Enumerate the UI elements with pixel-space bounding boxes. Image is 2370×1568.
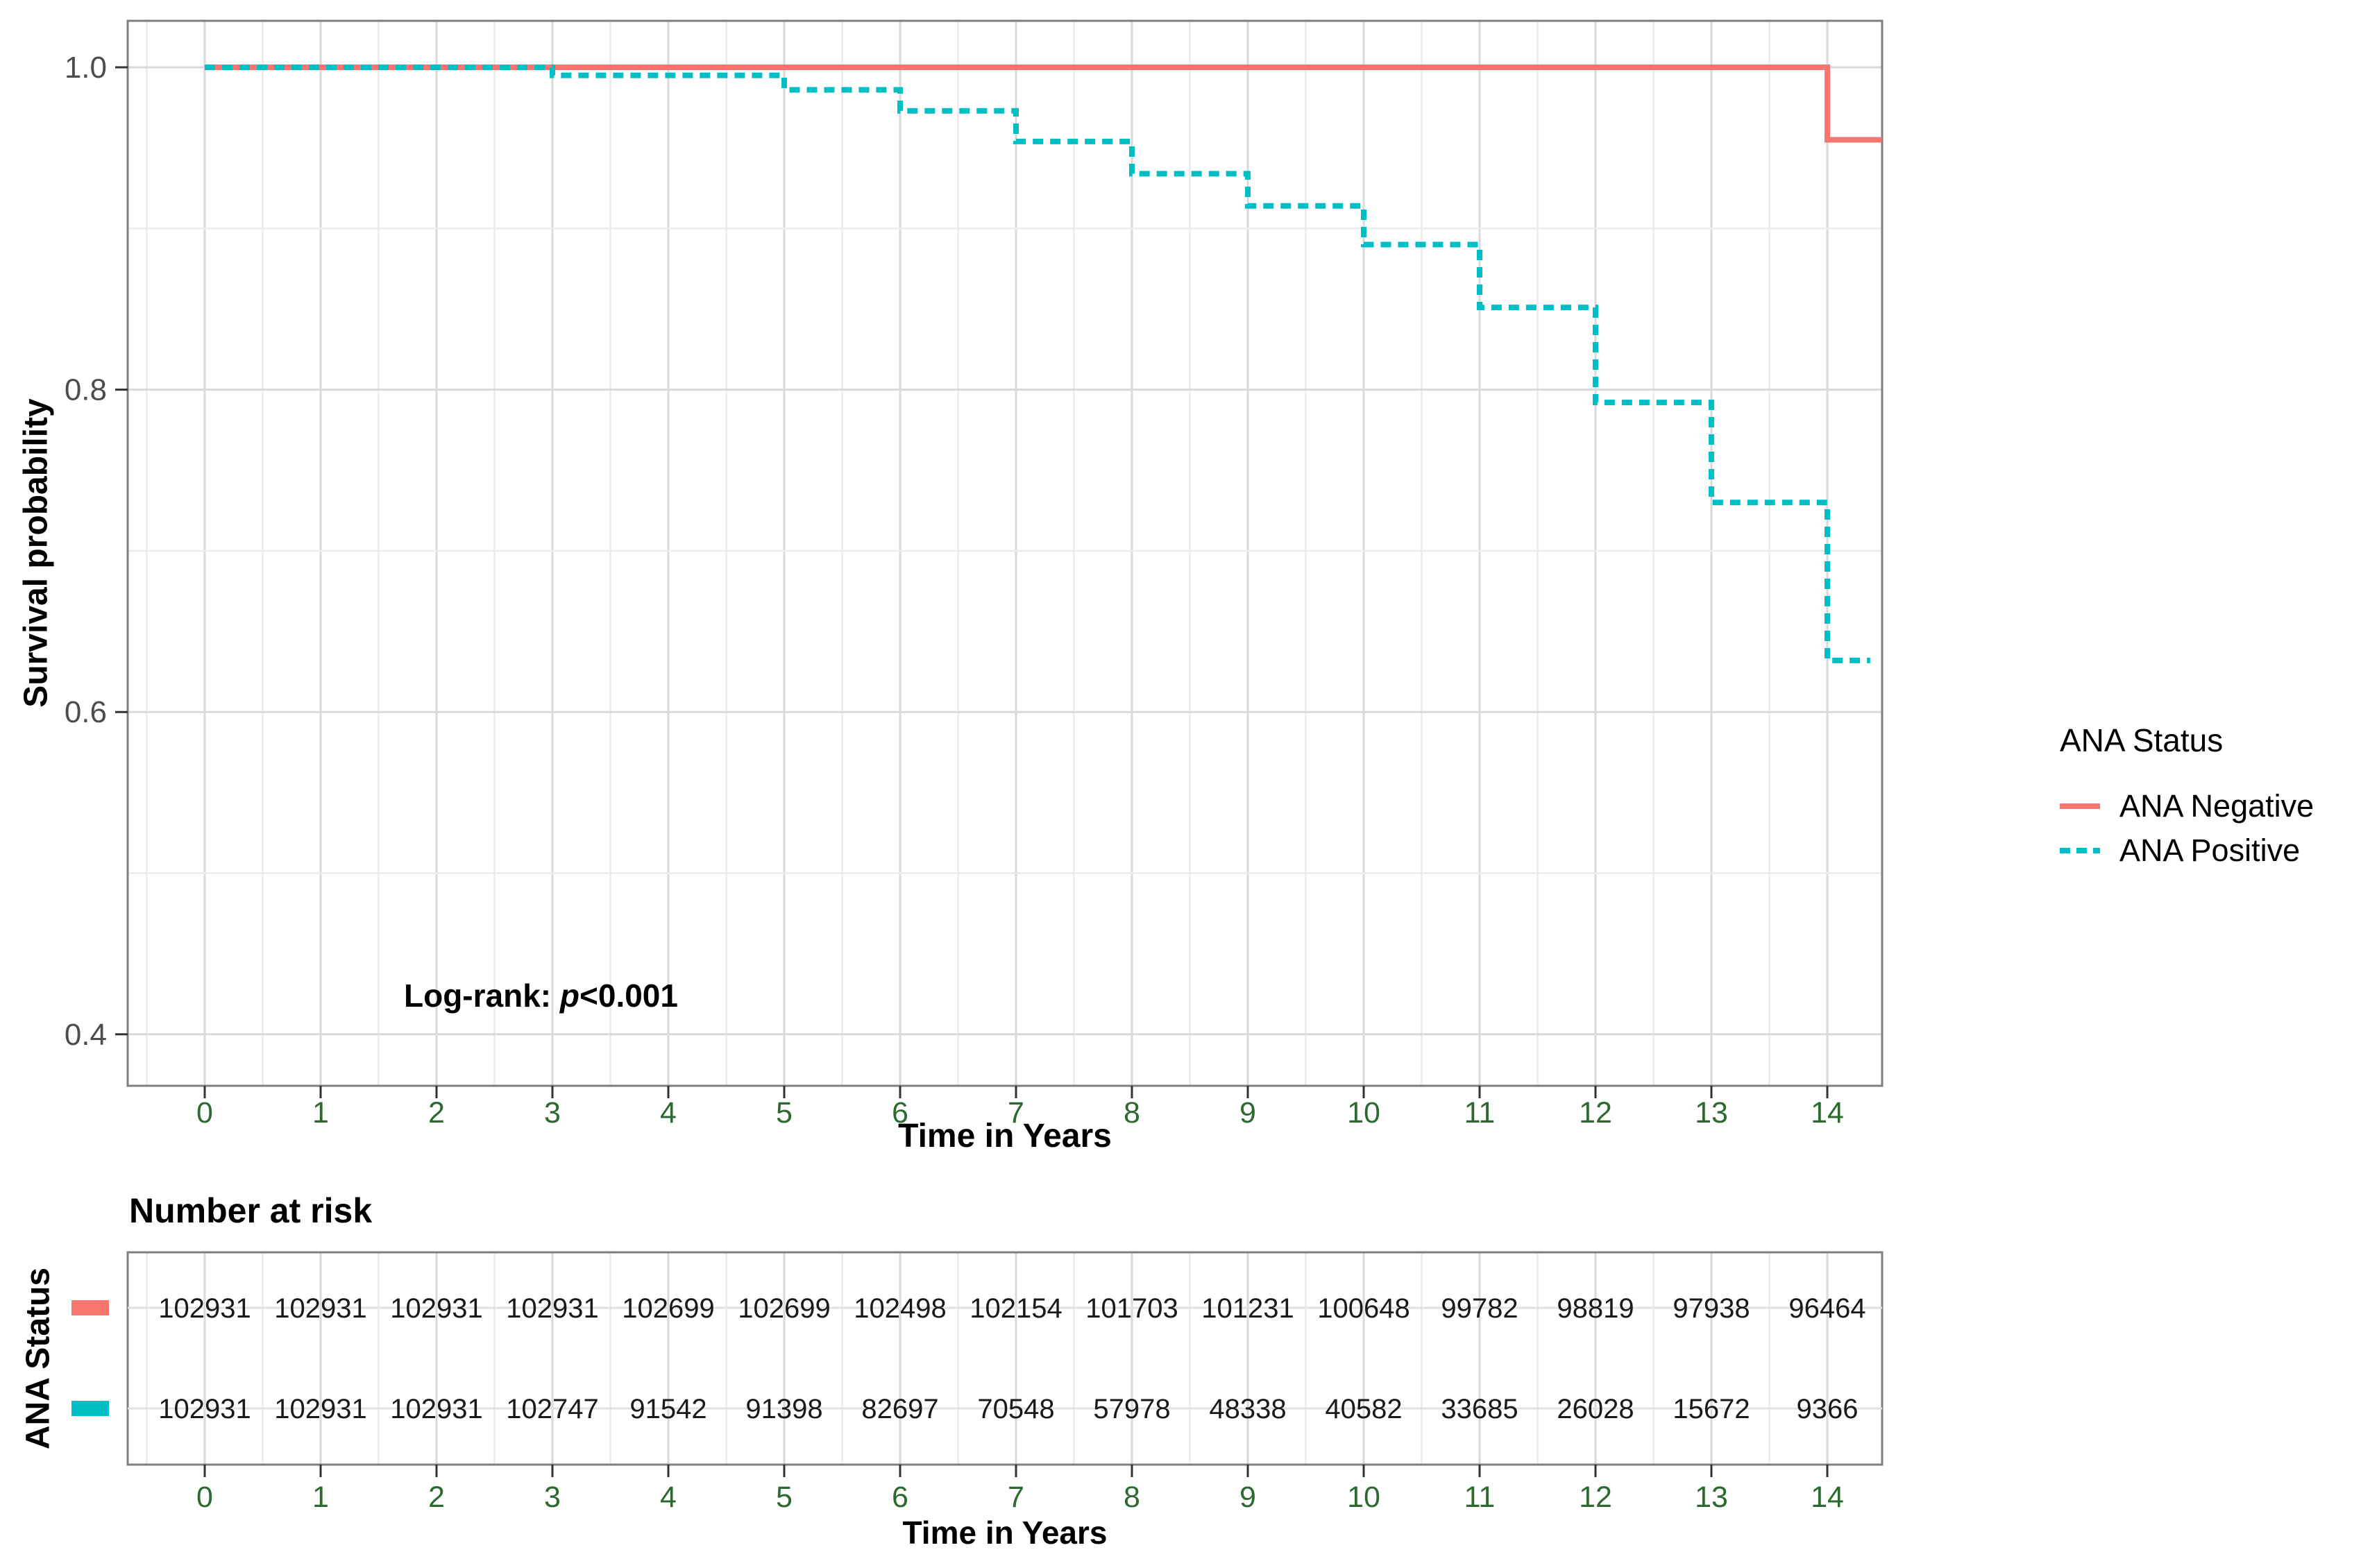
risk-row-swatch <box>71 1401 109 1416</box>
risk-value: 48338 <box>1209 1394 1286 1424</box>
risk-value: 102931 <box>158 1293 251 1324</box>
risk-value: 15672 <box>1673 1394 1750 1424</box>
risk-value: 102699 <box>738 1293 830 1324</box>
risk-value: 9366 <box>1797 1394 1859 1424</box>
y-tick-label: 0.8 <box>65 373 107 407</box>
legend-label-ana-positive: ANA Positive <box>2119 833 2301 868</box>
risk-row-swatch <box>71 1300 109 1315</box>
risk-x-tick-label: 10 <box>1347 1481 1380 1514</box>
legend-item-ana-positive: ANA Positive <box>2060 828 2314 873</box>
risk-value: 102931 <box>390 1394 482 1424</box>
risk-x-tick-label: 11 <box>1464 1481 1496 1514</box>
x-tick-label: 0 <box>196 1096 213 1130</box>
legend-label-ana-negative: ANA Negative <box>2119 788 2314 824</box>
risk-table: 102931 102931 102931 102931 102699 102699 1024… <box>71 1293 1882 1424</box>
risk-value: 102931 <box>274 1293 366 1324</box>
risk-x-tick-label: 14 <box>1811 1481 1844 1514</box>
logrank-p-symbol: p <box>559 978 579 1014</box>
logrank-prefix: Log-rank: <box>404 978 560 1014</box>
x-tick-label: 3 <box>544 1096 561 1130</box>
risk-table-title: Number at risk <box>129 1191 373 1230</box>
x-tick-label: 11 <box>1464 1096 1496 1130</box>
risk-table-y-axis-title: ANA Status <box>19 1267 57 1450</box>
risk-value: 70548 <box>977 1394 1054 1424</box>
risk-value: 40582 <box>1325 1394 1402 1424</box>
risk-value: 97938 <box>1673 1293 1750 1324</box>
risk-value: 102498 <box>854 1293 946 1324</box>
risk-x-tick-label: 12 <box>1579 1481 1612 1514</box>
risk-value: 99782 <box>1441 1293 1518 1324</box>
main-axes: 0 1 2 3 4 5 6 7 8 9 10 11 12 13 140.40.60.81.0 <box>65 51 1844 1130</box>
risk-x-tick-label: 5 <box>776 1481 793 1514</box>
risk-value: 26028 <box>1557 1394 1634 1424</box>
risk-value: 82697 <box>861 1394 938 1424</box>
risk-value: 57978 <box>1093 1394 1170 1424</box>
solid-line-icon <box>2060 803 2100 809</box>
x-tick-label: 10 <box>1347 1096 1380 1130</box>
x-axis-title-main: Time in Years <box>898 1118 1112 1154</box>
survival-curves <box>205 65 1882 663</box>
x-axis-title-risk: Time in Years <box>902 1515 1108 1551</box>
logrank-annotation: Log-rank: p<0.001 <box>404 977 678 1014</box>
risk-x-tick-label: 9 <box>1239 1481 1256 1514</box>
risk-axes: 0 1 2 3 4 5 6 7 8 9 10 11 12 13 14 <box>196 1465 1844 1514</box>
x-tick-label: 5 <box>776 1096 793 1130</box>
risk-value: 102931 <box>506 1293 598 1324</box>
risk-value: 102931 <box>158 1394 251 1424</box>
risk-x-tick-label: 7 <box>1008 1481 1024 1514</box>
y-tick-label: 1.0 <box>65 51 107 85</box>
curve-ana-negative <box>205 65 1882 143</box>
legend-title: ANA Status <box>2060 722 2224 758</box>
x-tick-label: 8 <box>1124 1096 1140 1130</box>
x-tick-label: 14 <box>1811 1096 1844 1130</box>
risk-value: 96464 <box>1788 1293 1865 1324</box>
y-tick-label: 0.4 <box>65 1018 107 1052</box>
panel-grid <box>146 1252 1829 1465</box>
risk-value: 100648 <box>1317 1293 1410 1324</box>
x-tick-label: 4 <box>660 1096 677 1130</box>
risk-value: 102931 <box>390 1293 482 1324</box>
logrank-suffix: <0.001 <box>579 978 678 1014</box>
risk-value: 102154 <box>970 1293 1062 1324</box>
risk-value: 91542 <box>629 1394 706 1424</box>
legend-item-ana-negative: ANA Negative <box>2060 784 2314 828</box>
x-tick-label: 1 <box>312 1096 329 1130</box>
risk-value: 102747 <box>506 1394 598 1424</box>
legend: ANA Status ANA Negative ANA Positive <box>2060 722 2314 873</box>
risk-value: 102931 <box>274 1394 366 1424</box>
x-tick-label: 7 <box>1008 1096 1024 1130</box>
risk-value: 102699 <box>622 1293 714 1324</box>
risk-value: 91398 <box>745 1394 822 1424</box>
risk-value: 33685 <box>1441 1394 1518 1424</box>
risk-x-tick-label: 1 <box>312 1481 329 1514</box>
x-tick-label: 9 <box>1239 1096 1256 1130</box>
panel-border <box>126 19 1884 1087</box>
y-axis-title: Survival probability <box>17 398 55 708</box>
risk-x-tick-label: 13 <box>1695 1481 1728 1514</box>
y-tick-label: 0.6 <box>65 695 107 729</box>
panel-border <box>126 1251 1884 1466</box>
curve-ana-positive <box>205 65 1870 663</box>
x-tick-label: 12 <box>1579 1096 1612 1130</box>
panel-grid <box>128 21 1882 1086</box>
risk-x-tick-label: 6 <box>892 1481 908 1514</box>
risk-x-tick-label: 2 <box>428 1481 445 1514</box>
dashed-line-icon <box>2060 848 2100 853</box>
risk-x-tick-label: 4 <box>660 1481 677 1514</box>
x-tick-label: 13 <box>1695 1096 1728 1130</box>
risk-x-tick-label: 0 <box>196 1481 213 1514</box>
risk-x-tick-label: 3 <box>544 1481 561 1514</box>
risk-value: 101231 <box>1201 1293 1294 1324</box>
risk-x-tick-label: 8 <box>1124 1481 1140 1514</box>
risk-value: 98819 <box>1557 1293 1634 1324</box>
risk-value: 101703 <box>1085 1293 1178 1324</box>
x-tick-label: 6 <box>892 1096 908 1130</box>
x-tick-label: 2 <box>428 1096 445 1130</box>
